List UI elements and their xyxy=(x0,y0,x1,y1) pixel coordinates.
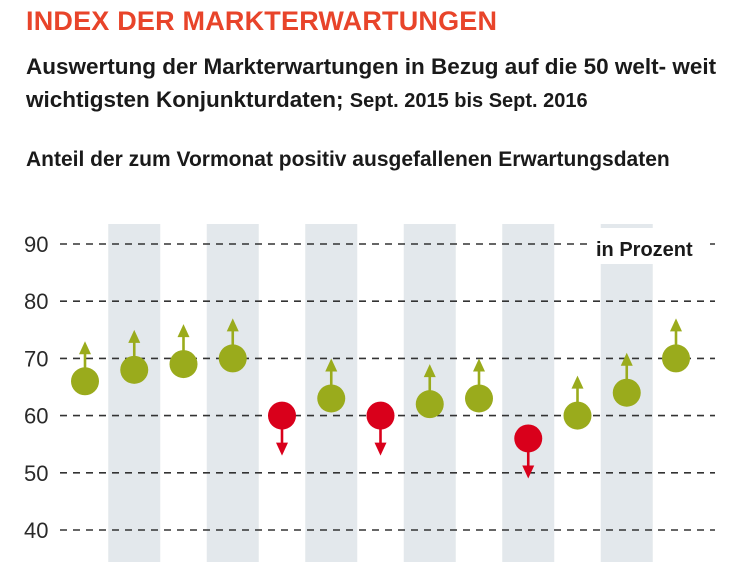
unit-label-bg xyxy=(590,228,710,264)
data-point xyxy=(218,344,247,373)
data-marker xyxy=(563,375,592,430)
data-point xyxy=(317,384,346,413)
arrow-up-icon xyxy=(620,352,633,366)
data-point xyxy=(268,401,296,430)
arrow-up-icon xyxy=(423,364,436,378)
data-marker xyxy=(317,358,346,413)
arrow-up-icon xyxy=(473,358,485,372)
data-point xyxy=(71,367,99,396)
arrow-down-icon xyxy=(522,465,535,479)
column-band xyxy=(206,224,259,562)
unit-label: in Prozent xyxy=(596,239,693,261)
chart-title: INDEX DER MARKTERWARTUNGEN xyxy=(26,6,498,36)
data-marker xyxy=(268,401,296,456)
column-bands xyxy=(108,224,653,562)
y-tick-labels: 40 50 60 70 80 90 xyxy=(24,232,48,543)
data-marker xyxy=(218,318,247,373)
data-point xyxy=(612,378,641,407)
subtitle-range: Sept. 2015 bis Sept. 2016 xyxy=(349,90,588,112)
data-point xyxy=(465,384,493,413)
arrow-up-icon xyxy=(128,329,141,343)
y-tick-label: 90 xyxy=(24,232,48,257)
column-band xyxy=(502,224,555,562)
arrow-up-icon xyxy=(571,375,584,389)
y-tick-label: 70 xyxy=(24,346,48,371)
data-point xyxy=(563,401,592,430)
data-marker xyxy=(71,341,99,396)
data-point xyxy=(169,350,198,379)
data-marker xyxy=(612,352,641,407)
chart-caption: Anteil der zum Vormonat positiv ausgefal… xyxy=(26,148,670,171)
data-marker xyxy=(366,401,395,456)
data-marker xyxy=(120,329,149,384)
arrow-up-icon xyxy=(177,324,190,338)
y-tick-label: 60 xyxy=(24,404,48,429)
data-point xyxy=(514,424,543,453)
data-marker xyxy=(465,358,493,413)
y-tick-label: 40 xyxy=(24,518,48,543)
data-point xyxy=(662,344,690,373)
data-point xyxy=(415,390,444,419)
subtitle-text: Auswertung der Markterwartungen in Bezug… xyxy=(26,54,717,112)
arrow-up-icon xyxy=(226,318,239,332)
data-point xyxy=(366,401,395,430)
arrow-up-icon xyxy=(670,318,682,332)
data-marker xyxy=(415,364,444,419)
data-marker xyxy=(169,324,198,379)
column-band xyxy=(108,224,161,562)
y-tick-label: 50 xyxy=(24,461,48,486)
arrow-down-icon xyxy=(374,442,387,456)
chart-subtitle: Auswertung der Markterwartungen in Bezug… xyxy=(26,50,741,118)
y-tick-label: 80 xyxy=(24,289,48,314)
data-markers xyxy=(71,318,690,479)
arrow-up-icon xyxy=(325,358,338,372)
arrow-up-icon xyxy=(79,341,91,355)
data-point xyxy=(120,355,149,384)
data-marker xyxy=(662,318,690,373)
arrow-down-icon xyxy=(276,442,288,456)
data-marker xyxy=(514,424,543,479)
